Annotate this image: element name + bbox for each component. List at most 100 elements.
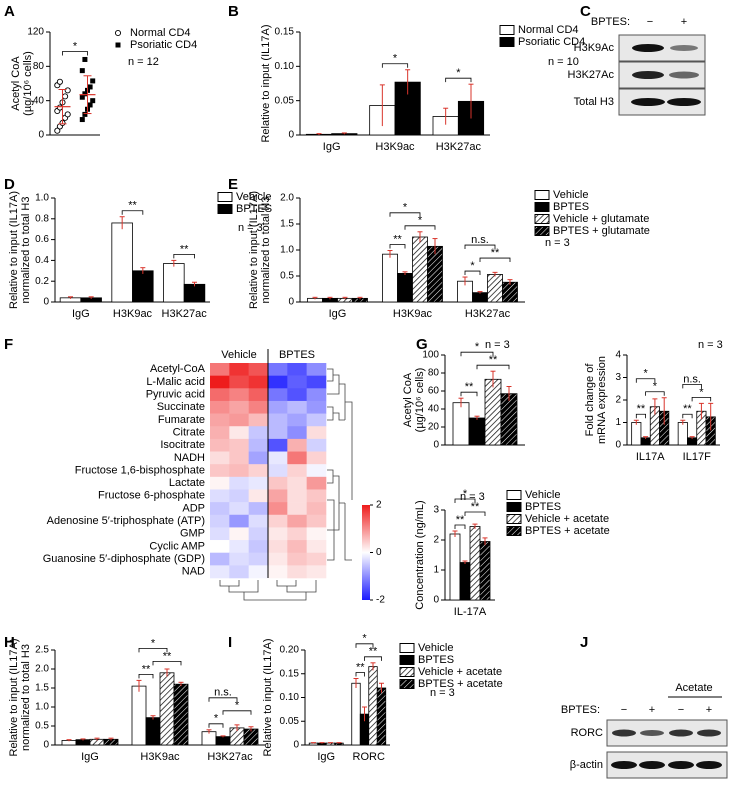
sig-bracket: [355, 672, 365, 677]
row-label: Guanosine 5′-diphosphate (GDP): [43, 553, 205, 565]
heatmap-cell: [229, 489, 249, 503]
legend-label: BPTES + acetate: [418, 678, 503, 690]
row-label: Adenosine 5′-triphosphate (ATP): [47, 515, 205, 527]
bar: [397, 272, 413, 303]
heatmap-cell: [229, 540, 249, 554]
heatmap-cell: [229, 438, 249, 452]
sig-label: **: [369, 646, 378, 658]
heatmap-cell: [229, 464, 249, 478]
y-tick-label: 1.5: [35, 683, 49, 694]
panel-letter: J: [580, 634, 588, 651]
blot-header: BPTES:: [591, 16, 630, 28]
row-label: NADH: [174, 452, 205, 464]
heatmap-cell: [210, 426, 230, 440]
heatmap-cell: [268, 413, 288, 427]
sample-size-note: n = 3: [238, 222, 263, 234]
y-tick-label: 0: [433, 440, 439, 451]
legend-swatch: [217, 204, 233, 214]
sig-bracket: [208, 697, 238, 702]
row-label: Citrate: [173, 426, 205, 438]
legend-label: Normal CD4: [130, 27, 191, 39]
sig-bracket: [682, 383, 702, 389]
y-axis-label: Relative to input (IL17A): [8, 638, 20, 756]
sig-label: *: [463, 488, 468, 500]
heatmap-cell: [287, 527, 307, 541]
heatmap-cell: [268, 527, 288, 541]
y-tick-label: 120: [27, 27, 44, 38]
y-axis-label: (µg/10⁶ cells): [22, 51, 34, 116]
bar: [468, 417, 486, 446]
data-point: [82, 56, 88, 62]
blot-c: BPTES: − + H3K9Ac H3K27Ac Total H3: [568, 16, 706, 116]
heatmap-cell: [229, 527, 249, 541]
band-label: H3K27Ac: [568, 69, 615, 81]
x-tick-label: H3K27ac: [162, 308, 208, 320]
bar: [472, 292, 488, 303]
sig-label: **: [489, 354, 498, 366]
x-tick-label: IL-17A: [454, 606, 487, 618]
colorbar-tick-label: 2: [376, 500, 382, 511]
y-tick-label: 2: [615, 395, 621, 406]
heatmap-cell: [210, 375, 230, 389]
sample-size-note: n = 3: [430, 687, 455, 699]
heatmap-cell: [306, 527, 327, 541]
band: [669, 729, 693, 737]
y-axis-label: Acetyl CoA: [10, 56, 22, 111]
legend-label: Psoriatic CD4: [518, 36, 585, 48]
y-axis-label: Relative to input (IL17A): [8, 191, 20, 309]
heatmap-cell: [248, 565, 269, 579]
heatmap-cell: [248, 527, 269, 541]
band-label: Total H3: [574, 96, 614, 108]
heatmap-cell: [229, 451, 249, 465]
bar: [382, 253, 398, 303]
row-label: ADP: [182, 502, 205, 514]
blot-j: Acetate BPTES: − + − + RORC β-actin: [561, 682, 728, 779]
band-label: β-actin: [570, 759, 603, 771]
sig-label: *: [653, 381, 658, 393]
legend-swatch: [506, 526, 522, 536]
sig-bracket: [445, 77, 472, 83]
heatmap-cell: [248, 375, 269, 389]
sig-label: **: [471, 501, 480, 513]
bar: [159, 672, 175, 746]
sig-label: **: [163, 650, 172, 662]
band: [668, 761, 694, 769]
y-tick-label: 40: [33, 95, 45, 106]
y-tick-label: 1.5: [280, 219, 294, 230]
legend-swatch: [399, 643, 415, 653]
y-tick-label: 1.0: [35, 702, 49, 713]
panel-letter: I: [228, 634, 232, 651]
heatmap-cell: [268, 540, 288, 554]
legend-swatch: [506, 490, 522, 500]
heatmap-cell: [287, 400, 307, 414]
sig-bracket: [635, 413, 646, 419]
sig-label: **: [683, 403, 692, 415]
heatmap-cell: [287, 540, 307, 554]
sig-label: **: [465, 381, 474, 393]
heatmap-cell: [287, 489, 307, 503]
y-tick-label: 0.10: [275, 61, 295, 72]
bar: [459, 562, 471, 601]
heatmap-cell: [210, 502, 230, 516]
sig-label: n.s.: [683, 373, 701, 385]
y-tick-label: 20: [428, 422, 440, 433]
y-tick-label: 40: [428, 404, 440, 415]
heatmap-cell: [306, 363, 327, 376]
heatmap-cell: [210, 540, 230, 554]
data-point: [90, 98, 96, 104]
heatmap-cell: [210, 451, 230, 465]
sig-bracket: [389, 212, 421, 217]
data-point: [79, 117, 85, 123]
heatmap-cell: [210, 565, 230, 579]
y-tick-label: 1.0: [280, 245, 294, 256]
sig-label: **: [491, 247, 500, 259]
row-label: NAD: [182, 566, 205, 578]
y-axis-label: mRNA expression: [596, 356, 608, 444]
sample-size-note: n = 10: [548, 56, 579, 68]
sample-size-note: n = 3: [698, 339, 723, 351]
y-tick-label: 0.2: [35, 276, 49, 287]
heatmap-cell: [229, 476, 249, 490]
bar: [131, 685, 147, 746]
sig-bracket: [464, 270, 481, 276]
legend-label: BPTES + acetate: [525, 525, 610, 537]
